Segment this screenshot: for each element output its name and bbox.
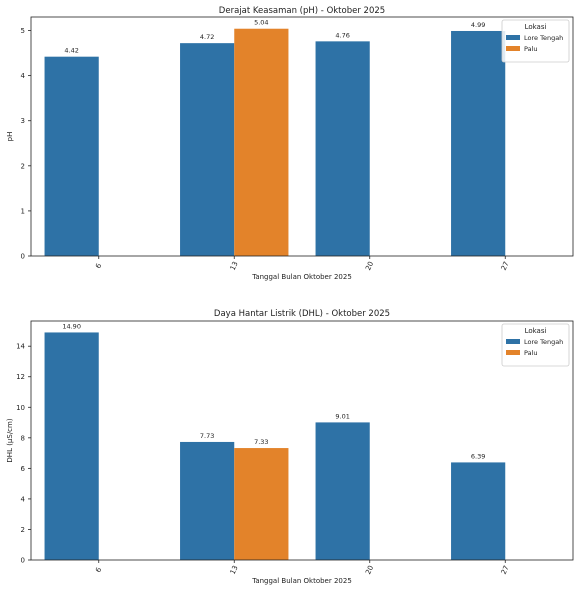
y-tick-label: 3 <box>21 117 25 125</box>
data-label: 5.04 <box>254 19 268 27</box>
data-label: 6.39 <box>471 452 485 460</box>
y-tick-label: 0 <box>21 253 25 261</box>
legend-swatch <box>506 35 520 40</box>
y-tick-label: 4 <box>21 72 26 80</box>
y-tick-label: 2 <box>21 162 25 170</box>
legend: Lokasi Lore Tengah Palu <box>501 323 570 367</box>
x-tick-label: 27 <box>500 564 511 575</box>
legend: Lokasi Lore Tengah Palu <box>501 19 570 63</box>
chart-panel-2: Daya Hantar Listrik (DHL) - Oktober 2025… <box>6 309 574 585</box>
x-tick-label: 6 <box>94 566 103 574</box>
bar-palu-13 <box>234 448 289 560</box>
data-label: 9.01 <box>335 412 349 420</box>
bar-lore-tengah-13 <box>180 43 235 256</box>
legend-swatch <box>506 339 520 344</box>
legend-title: Lokasi <box>525 23 547 31</box>
x-axis-label: Tanggal Bulan Oktober 2025 <box>251 577 352 585</box>
data-label: 4.42 <box>64 47 78 55</box>
y-tick-label: 12 <box>16 373 25 381</box>
chart-title: Derajat Keasaman (pH) - Oktober 2025 <box>219 6 385 16</box>
x-axis-label: Tanggal Bulan Oktober 2025 <box>251 273 352 281</box>
data-label: 14.90 <box>62 322 81 330</box>
bar-lore-tengah-13 <box>180 441 235 560</box>
legend-entry: Palu <box>524 349 538 357</box>
bar-lore-tengah-27 <box>451 462 506 560</box>
x-tick-label: 27 <box>500 260 511 271</box>
data-label: 7.33 <box>254 438 268 446</box>
bar-lore-tengah-6 <box>44 56 99 257</box>
x-tick-label: 13 <box>229 564 240 575</box>
legend-swatch <box>506 350 520 355</box>
data-label: 4.76 <box>335 31 349 39</box>
y-tick-label: 4 <box>21 495 26 503</box>
legend-title: Lokasi <box>525 327 547 335</box>
x-tick-label: 20 <box>364 260 375 271</box>
plot-frame <box>30 16 574 257</box>
legend-box <box>501 323 570 367</box>
bar-lore-tengah-20 <box>315 422 370 560</box>
legend-entry: Palu <box>524 45 538 53</box>
y-tick-label: 2 <box>21 526 25 534</box>
chart-title: Daya Hantar Listrik (DHL) - Oktober 2025 <box>214 309 390 319</box>
plot-frame <box>30 320 574 561</box>
bar-palu-13 <box>234 28 289 256</box>
bar-lore-tengah-6 <box>44 332 99 560</box>
y-tick-label: 1 <box>21 207 25 215</box>
legend-entry: Lore Tengah <box>524 338 563 346</box>
y-axis-label: DHL (µS/cm) <box>6 418 14 462</box>
y-tick-label: 10 <box>16 404 25 412</box>
y-tick-label: 0 <box>21 557 25 565</box>
x-tick-label: 6 <box>94 262 103 270</box>
bar-lore-tengah-27 <box>451 30 506 256</box>
legend-entry: Lore Tengah <box>524 34 563 42</box>
legend-box <box>501 19 570 63</box>
x-tick-label: 13 <box>229 260 240 271</box>
y-tick-label: 14 <box>16 343 25 351</box>
y-tick-label: 6 <box>21 465 26 473</box>
y-axis-label: pH <box>6 132 14 142</box>
data-label: 7.73 <box>200 432 214 440</box>
data-label: 4.72 <box>200 33 214 41</box>
data-label: 4.99 <box>471 21 485 29</box>
x-tick-label: 20 <box>364 564 375 575</box>
legend-swatch <box>506 46 520 51</box>
y-tick-label: 5 <box>21 27 25 35</box>
y-tick-label: 8 <box>21 434 25 442</box>
chart-panel-1: Derajat Keasaman (pH) - Oktober 2025 4.42… <box>6 6 574 281</box>
bar-lore-tengah-20 <box>315 41 370 256</box>
